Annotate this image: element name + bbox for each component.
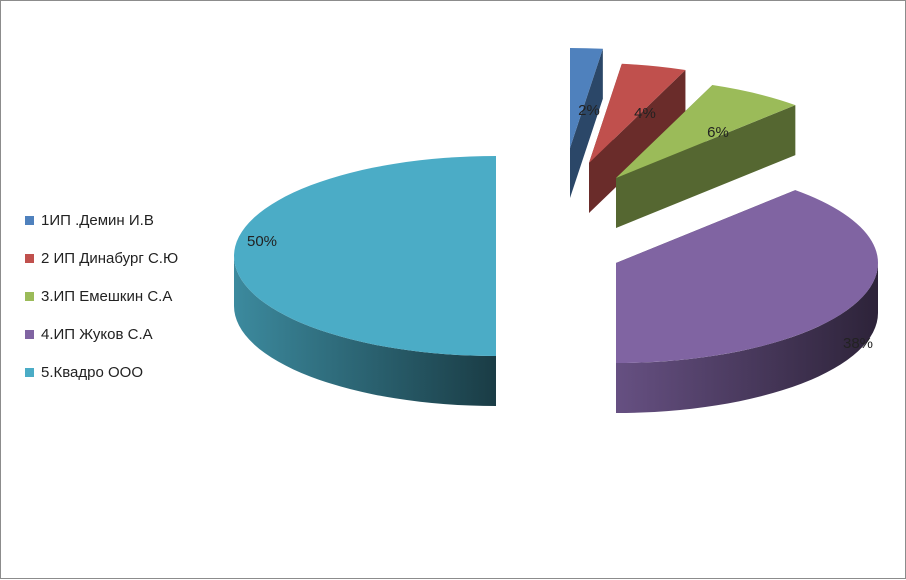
pie-slice <box>616 85 796 178</box>
legend-label: 5.Квадро ООО <box>41 363 143 381</box>
data-label: 6% <box>707 124 729 141</box>
legend-label: 1ИП .Демин И.В <box>41 211 154 229</box>
slice-radial-face <box>616 105 796 228</box>
pie-slice-side <box>570 48 603 198</box>
legend-swatch <box>25 367 34 377</box>
legend-swatch <box>25 253 34 263</box>
pie-tops <box>234 48 878 363</box>
pie-slice <box>589 63 686 163</box>
legend-label: 2 ИП Динабург С.Ю <box>41 249 179 267</box>
legend-label: 4.ИП Жуков С.А <box>41 325 153 343</box>
pie-slice <box>616 190 878 363</box>
data-labels: 2% 4% 6% 38% 50% <box>247 102 873 352</box>
legend-swatch <box>25 291 34 301</box>
pie-slice <box>234 156 496 356</box>
data-label: 2% <box>578 102 600 119</box>
legend-item: 3.ИП Емешкин С.А <box>25 277 178 315</box>
legend-item: 5.Квадро ООО <box>25 353 178 391</box>
legend-item: 4.ИП Жуков С.А <box>25 315 178 353</box>
legend-label: 3.ИП Емешкин С.А <box>41 287 173 305</box>
legend-item: 1ИП .Демин И.В <box>25 201 178 239</box>
legend-swatch <box>25 329 34 339</box>
slice-outer-face <box>616 263 878 413</box>
slice-radial-face <box>589 70 686 213</box>
pie-slice-side <box>234 256 496 406</box>
legend-swatch <box>25 215 34 225</box>
legend-item: 2 ИП Динабург С.Ю <box>25 239 178 277</box>
legend: 1ИП .Демин И.В 2 ИП Динабург С.Ю 3.ИП Ем… <box>25 201 178 391</box>
data-label: 38% <box>843 335 873 352</box>
slice-outer-face <box>234 256 496 406</box>
pie-slice <box>570 48 603 148</box>
data-label: 50% <box>247 233 277 250</box>
data-label: 4% <box>634 105 656 122</box>
slice-radial-face <box>570 48 603 198</box>
